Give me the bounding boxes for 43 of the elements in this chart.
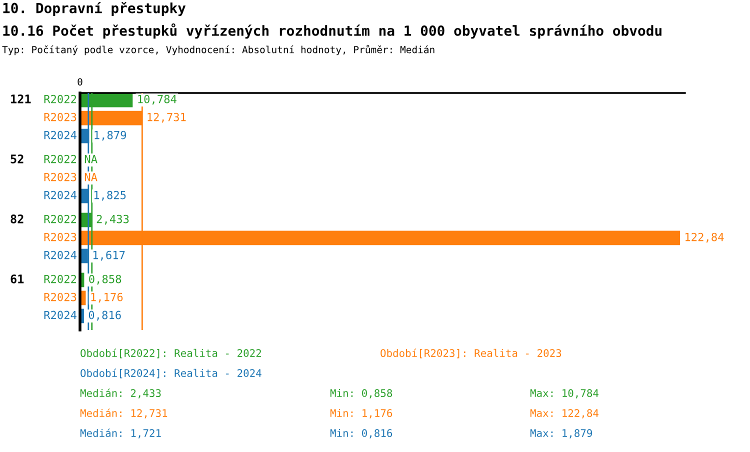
- text: Max: 122,84: [530, 409, 598, 418]
- text: R2024: [44, 190, 76, 200]
- text: R2022: [44, 154, 76, 164]
- y-tick-label: 121: [11, 94, 31, 104]
- text: R2022: [44, 274, 76, 284]
- text: R2023: [44, 172, 76, 182]
- text: NA: [84, 172, 98, 182]
- text: Min: 0,858: [330, 388, 392, 398]
- data-label: 1,617: [93, 250, 125, 261]
- data-label: 2,433: [96, 214, 129, 225]
- text: 0: [78, 78, 82, 86]
- text: R2024: [44, 310, 76, 320]
- text: Max: 10,784: [530, 389, 598, 398]
- text: R2023: [44, 232, 76, 242]
- data-label: 12,731: [148, 112, 186, 123]
- series-label: R2023: [44, 112, 76, 122]
- series-label: R2024: [44, 130, 76, 140]
- text: Období[R2023]: Realita - 2023: [380, 348, 562, 358]
- text: Období[R2022]: Realita - 2022: [80, 348, 261, 358]
- text: R2024: [44, 250, 76, 260]
- chart-title: 10. Dopravní přestupky: [3, 2, 186, 16]
- text: R2023: [44, 292, 76, 302]
- text: R2022: [44, 214, 76, 224]
- text: Medián: 2,433: [80, 388, 161, 398]
- text: Min: 1,176: [330, 408, 392, 418]
- text: Medián: 12,731: [80, 408, 168, 418]
- data-label: 10,784: [138, 94, 176, 105]
- data-label: 0,816: [88, 310, 121, 321]
- y-tick-label: 61: [10, 274, 24, 284]
- text: Medián: 1,721: [80, 428, 161, 438]
- y-tick-label: 82: [10, 214, 24, 224]
- data-label: 1,825: [94, 190, 126, 201]
- text: Min: 0,816: [330, 428, 392, 438]
- series-label: R2022: [44, 94, 76, 104]
- text: NA: [84, 155, 98, 164]
- text: Období[R2024]: Realita - 2024: [80, 368, 262, 378]
- text: Max: 1,879: [530, 429, 592, 438]
- data-label: 0,858: [89, 274, 122, 285]
- data-label: 1,879: [94, 130, 126, 141]
- y-tick-label: 52: [10, 154, 24, 164]
- chart-subtitle: 10.16 Počet přestupků vyřízených rozhodnutím na 1 000 obyvatel správního obvodu Typ: Počítaný podle vzorce, Vyhodnocení: Absolutní hodnoty, Průměr: Medián: [2, 23, 662, 56]
- data-label: 122,84: [686, 232, 724, 243]
- data-label: 1,176: [91, 292, 123, 303]
